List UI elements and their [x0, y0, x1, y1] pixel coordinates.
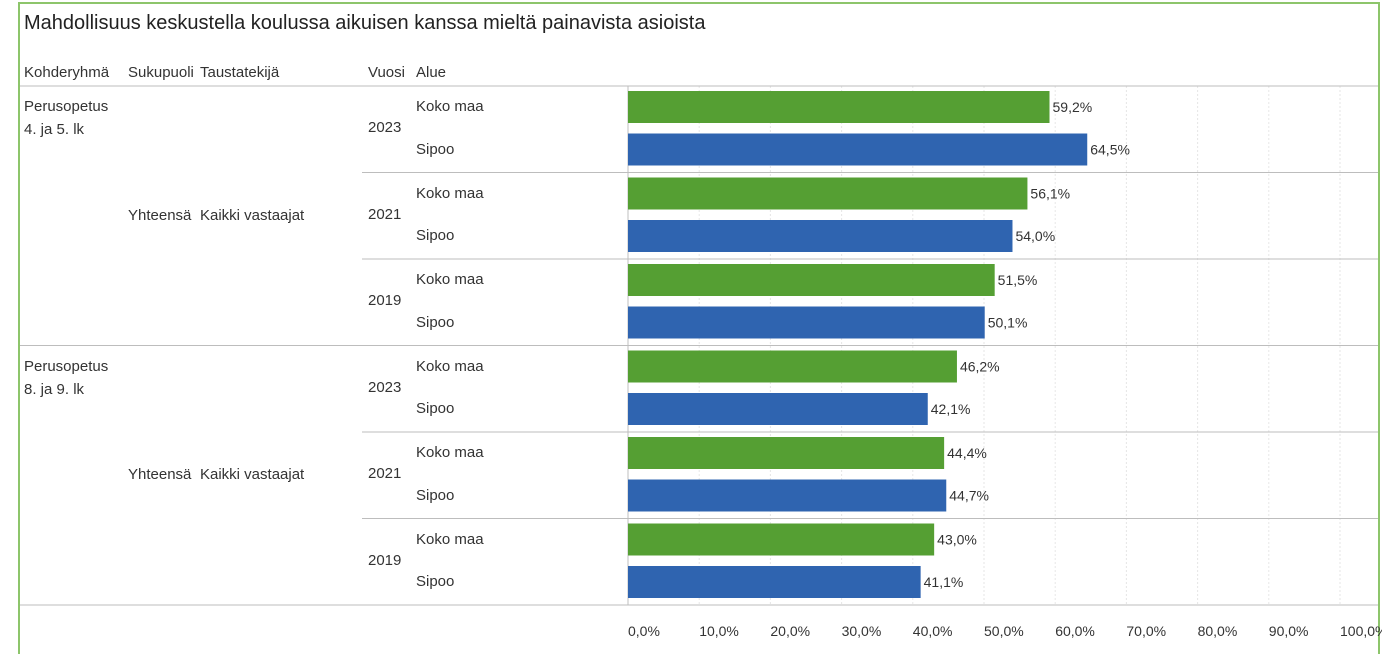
kohderyhma-label: 4. ja 5. lk — [24, 121, 85, 138]
bar — [628, 177, 1028, 210]
taustatekija-label: Kaikki vastaajat — [200, 206, 305, 224]
column-header-kohderyhma: Kohderyhmä — [24, 64, 110, 81]
x-tick-label: 20,0% — [770, 623, 810, 639]
alue-label: Sipoo — [416, 313, 455, 331]
alue-label: Koko maa — [416, 444, 484, 461]
kohderyhma-label: Perusopetus — [24, 98, 109, 115]
data-label: 56,1% — [1030, 186, 1070, 202]
alue-label: Koko maa — [416, 271, 484, 288]
chart-title: Mahdollisuus keskustella koulussa aikuis… — [24, 12, 706, 34]
year-label: 2021 — [368, 465, 402, 483]
bar — [628, 306, 985, 339]
data-label: 50,1% — [988, 315, 1028, 331]
alue-label: Koko maa — [416, 357, 484, 375]
data-label: 46,2% — [960, 359, 1000, 375]
data-label: 44,4% — [947, 445, 987, 461]
x-tick-label: 40,0% — [913, 623, 953, 639]
bar — [628, 437, 945, 469]
x-tick-label: 50,0% — [984, 623, 1024, 639]
bar — [628, 133, 1088, 166]
x-tick-label: 70,0% — [1126, 623, 1166, 639]
kohderyhma-label: Perusopetus — [24, 357, 109, 375]
x-tick-label: 90,0% — [1269, 623, 1309, 639]
x-tick-label: 80,0% — [1198, 623, 1238, 639]
bar — [628, 523, 935, 556]
bar — [628, 220, 1013, 252]
alue-label: Sipoo — [416, 227, 455, 244]
data-label: 42,1% — [931, 401, 971, 417]
alue-label: Sipoo — [416, 400, 455, 417]
column-header-taustatekija: Taustatekijä — [200, 64, 280, 81]
column-header-sukupuoli: Sukupuoli — [128, 64, 194, 81]
year-label: 2019 — [368, 551, 402, 569]
bar — [628, 566, 921, 598]
column-header-alue: Alue — [416, 64, 447, 81]
data-label: 41,1% — [924, 574, 964, 590]
bar — [628, 91, 1050, 123]
alue-label: Sipoo — [416, 140, 455, 158]
alue-label: Koko maa — [416, 184, 484, 202]
sukupuoli-label: Yhteensä — [128, 466, 192, 484]
bar — [628, 264, 995, 296]
x-tick-label: 60,0% — [1055, 623, 1095, 639]
bar — [628, 350, 957, 383]
column-header-vuosi: Vuosi — [368, 64, 405, 81]
chart-frame — [18, 2, 1380, 654]
kohderyhma-label: 8. ja 9. lk — [24, 380, 85, 398]
data-label: 51,5% — [998, 272, 1038, 288]
alue-label: Sipoo — [416, 573, 455, 590]
x-tick-label: 10,0% — [699, 623, 739, 639]
taustatekija-label: Kaikki vastaajat — [200, 466, 305, 484]
year-label: 2019 — [368, 292, 402, 310]
x-tick-label: 100,0% — [1340, 623, 1382, 639]
data-label: 43,0% — [937, 532, 977, 548]
data-label: 44,7% — [949, 488, 989, 504]
bar — [628, 393, 928, 425]
year-label: 2023 — [368, 119, 402, 137]
data-label: 59,2% — [1053, 99, 1093, 115]
data-label: 64,5% — [1090, 142, 1130, 158]
x-tick-label: 30,0% — [842, 623, 882, 639]
alue-label: Sipoo — [416, 486, 455, 504]
bar — [628, 479, 947, 512]
alue-label: Koko maa — [416, 530, 484, 548]
sukupuoli-label: Yhteensä — [128, 206, 192, 224]
year-label: 2021 — [368, 205, 402, 223]
alue-label: Koko maa — [416, 98, 484, 115]
year-label: 2023 — [368, 378, 402, 396]
x-tick-label: 0,0% — [628, 623, 660, 639]
data-label: 54,0% — [1015, 228, 1055, 244]
